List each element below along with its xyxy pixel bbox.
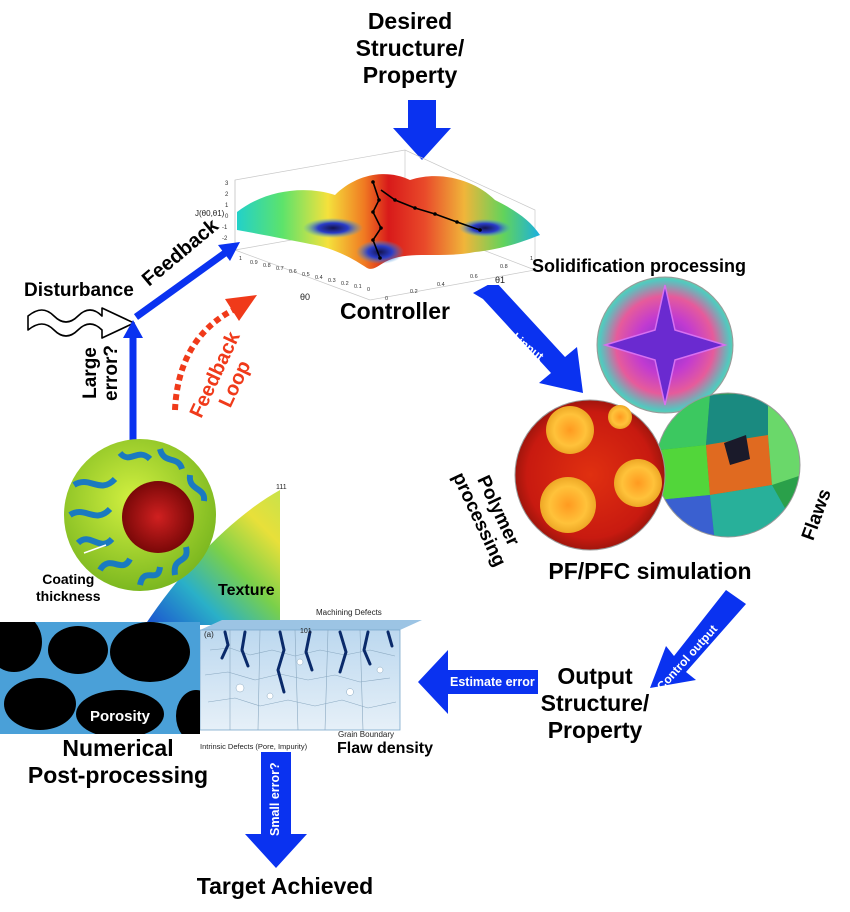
machining-cracks: [220, 630, 394, 694]
y-tick: 0.4: [437, 282, 445, 288]
desired-structure-label: Desired Structure/ Property: [330, 8, 490, 89]
x-tick: 0.1: [354, 284, 362, 290]
z-tick: 0: [225, 214, 229, 220]
coating-sphere: [64, 439, 216, 591]
flaw-density-label: Flaw density: [337, 740, 434, 757]
z-tick: 3: [225, 181, 229, 187]
controller-surface-plot: 3 2 1 0 -1 -2 -3 J(θ0,θ1) 1 0.9 0.8 0.7 …: [195, 149, 540, 302]
z-axis-label: J(θ0,θ1): [195, 209, 225, 218]
coating-stripes: [68, 447, 208, 586]
output-structure-label: Output Structure/ Property: [535, 663, 655, 744]
x-tick: 0.5: [302, 272, 310, 278]
desired-line3: Property: [362, 62, 458, 89]
grain-boundaries: [204, 629, 397, 731]
pores: [235, 658, 384, 700]
x-tick: 0.8: [263, 263, 271, 269]
desired-line1: Desired: [367, 8, 453, 34]
output-line3: Property: [547, 717, 643, 744]
y-tick: 1: [530, 256, 533, 262]
porosity-image: [0, 622, 200, 734]
z-tick: 1: [225, 203, 229, 209]
control-output-arrow: [650, 590, 746, 688]
flaws-image: [656, 393, 800, 537]
coating-core: [122, 481, 194, 553]
descent-paths: [372, 181, 481, 259]
disturbance-wavy-arrow: [27, 307, 135, 339]
z-tick: -2: [222, 236, 228, 242]
large-error-label: Large error?: [80, 318, 123, 428]
cost-surface: [237, 174, 540, 269]
numerical-line1: Numerical: [62, 735, 174, 761]
porosity-label: Porosity: [90, 708, 151, 725]
pole-111-label: 111: [276, 484, 287, 491]
thickness-arrow: [83, 544, 107, 554]
z-tick: 2: [225, 192, 229, 198]
output-line1: Output: [557, 663, 633, 689]
feedback-arrows: [123, 242, 240, 450]
dendrite-star: [602, 284, 728, 406]
z-tick: -1: [222, 225, 228, 231]
estimate-error-label: Estimate error: [450, 675, 535, 689]
numerical-post-processing-label: Numerical Post-processing: [18, 735, 218, 789]
output-line2: Structure/: [540, 690, 650, 717]
surface-pit-right: [459, 219, 511, 237]
x-tick: 0.3: [328, 278, 336, 284]
coating-line2: thickness: [36, 587, 101, 604]
y-tick: 0.6: [470, 274, 478, 280]
polymer-blob: [540, 477, 596, 533]
x-axis-ticks: 1 0.9 0.8 0.7 0.6 0.5 0.4 0.3 0.2 0.1 0: [239, 256, 370, 293]
y-tick: 0.2: [410, 289, 418, 295]
y-axis-ticks: 0 0.2 0.4 0.6 0.8 1: [385, 256, 533, 302]
x-tick: 0.7: [276, 266, 284, 272]
y-tick: 0: [385, 296, 388, 302]
pf-pfc-simulation-label: PF/PFC simulation: [548, 558, 752, 584]
x-axis-label: θ0: [300, 292, 310, 302]
panel-a-label: (a): [204, 630, 214, 639]
estimate-error-arrow: [418, 650, 538, 714]
texture-label: Texture: [218, 582, 275, 599]
desired-line2: Structure/: [355, 35, 465, 62]
texture-pole-figure: [145, 490, 280, 625]
x-tick: 1: [239, 256, 242, 262]
target-achieved-label: Target Achieved: [196, 873, 374, 899]
desired-down-arrow: [393, 100, 451, 160]
disturbance-label: Disturbance: [24, 280, 134, 301]
descent-markers: [371, 180, 482, 260]
large-error-line1: Large: [80, 347, 101, 399]
small-error-label: Small error?: [268, 762, 282, 836]
small-error-arrow: [245, 752, 307, 868]
grain-boundary-label: Grain Boundary: [338, 730, 395, 739]
x-tick: 0.6: [289, 269, 297, 275]
coating-thickness-label: Coating thickness: [36, 571, 101, 605]
machining-defects-label: Machining Defects: [316, 608, 382, 617]
controller-label: Controller: [340, 298, 450, 324]
coating-line1: Coating: [42, 571, 95, 587]
simulation-images: [514, 276, 801, 551]
x-tick: 0.4: [315, 275, 323, 281]
polymer-blob: [608, 405, 632, 429]
numerical-line2: Post-processing: [27, 762, 209, 789]
x-tick: 0: [367, 287, 370, 293]
surface-pit-center: [356, 240, 404, 264]
polymer-blob: [614, 459, 662, 507]
control-input-arrow: [473, 285, 583, 393]
x-tick: 0.9: [250, 260, 258, 266]
intrinsic-defects-label: Intrinsic Defects (Pore, Impurity): [200, 742, 308, 751]
pole-101-label: 101: [300, 628, 312, 635]
surface-pit-left: [303, 218, 363, 238]
y-axis-label: θ1: [495, 275, 505, 285]
polymer-blob: [546, 406, 594, 454]
feedback-loop-arrow: [172, 295, 257, 411]
solidification-label: Solidification processing: [532, 256, 747, 276]
x-tick: 0.2: [341, 281, 349, 287]
flaw-density-image: [200, 620, 422, 731]
large-error-line2: error?: [101, 345, 123, 401]
y-tick: 0.8: [500, 264, 508, 270]
